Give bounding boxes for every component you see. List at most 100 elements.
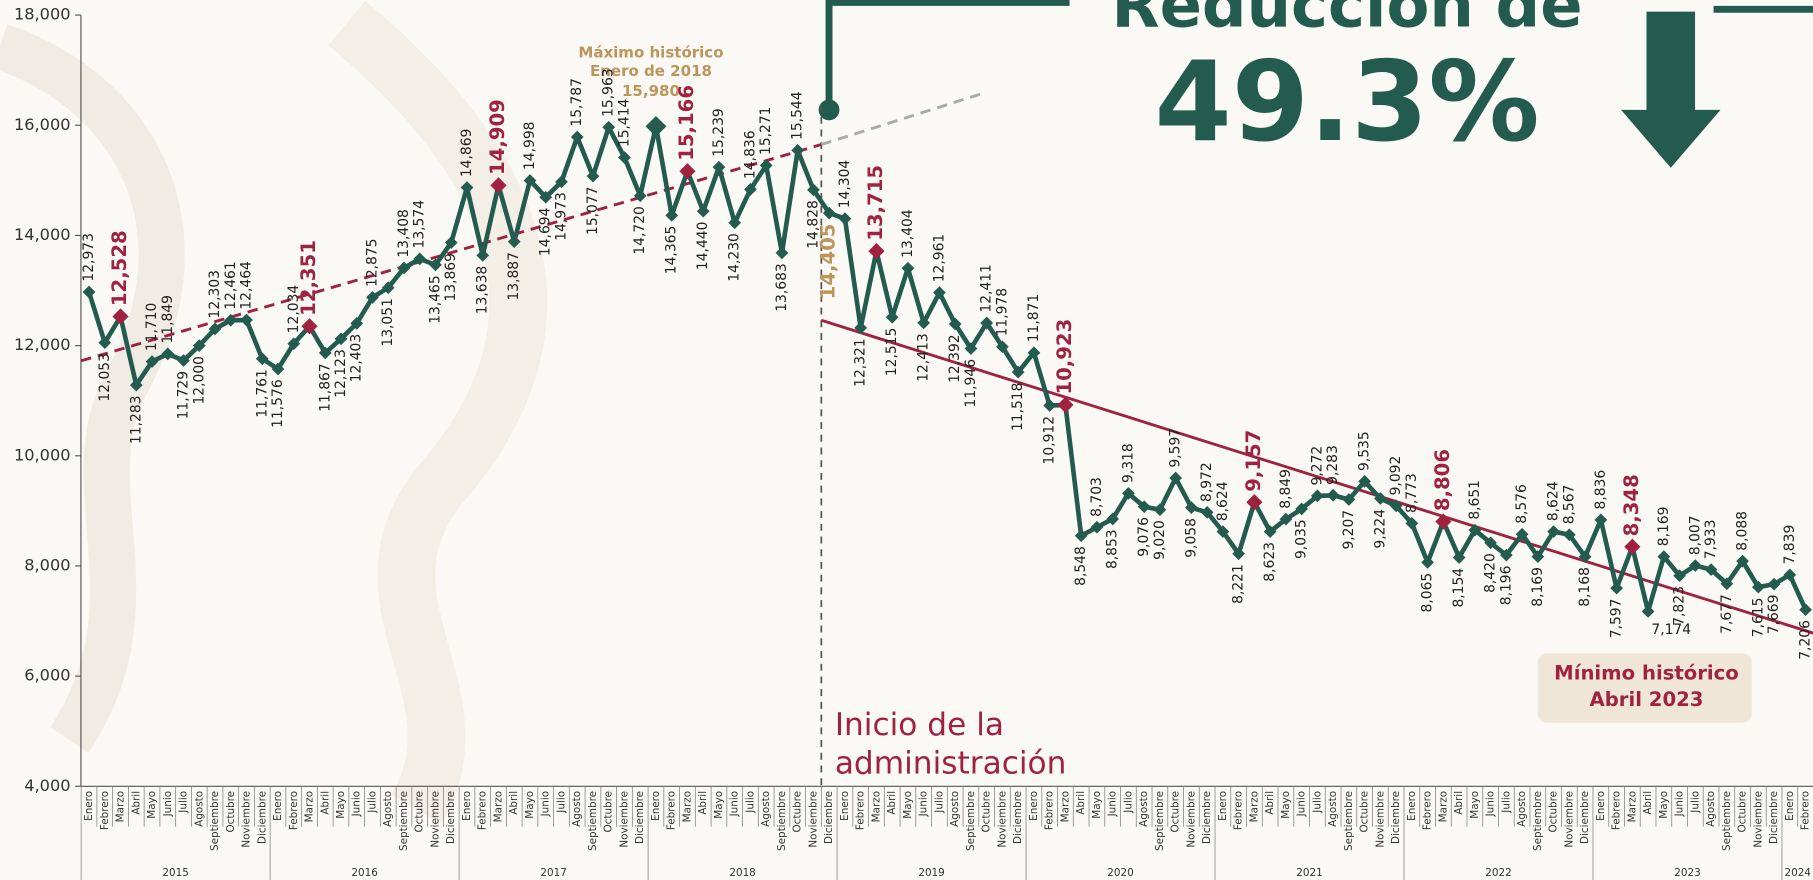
value-label: 11,710: [144, 303, 160, 352]
value-label: 14,720: [632, 206, 648, 255]
value-label: 8,651: [1467, 480, 1483, 520]
min-title: Mínimo histórico: [1554, 662, 1739, 685]
x-tick-label: Septiembre: [587, 791, 599, 851]
x-tick-label: Marzo: [304, 791, 316, 822]
x-tick-label: Mayo: [524, 791, 536, 819]
x-tick-label: Marzo: [1437, 791, 1449, 822]
value-label: 9,058: [1183, 518, 1199, 558]
x-tick-label: Diciembre: [445, 791, 457, 844]
x-tick-label: Julio: [1122, 791, 1134, 814]
start-label: Inicio de la: [835, 707, 1004, 743]
value-label: 11,871: [1026, 294, 1042, 343]
value-label: 9,597: [1168, 428, 1184, 468]
x-tick-label: Mayo: [1469, 791, 1481, 819]
x-tick-label: Enero: [1028, 791, 1040, 821]
value-label: 11,283: [128, 396, 144, 445]
value-label: 13,715: [864, 165, 887, 241]
y-tick-label: 12,000: [14, 335, 71, 354]
value-label: 15,544: [790, 91, 806, 140]
x-tick-label: Septiembre: [398, 791, 410, 851]
x-tick-label: Abril: [130, 791, 142, 815]
x-tick-label: Octubre: [414, 791, 426, 833]
y-tick-label: 6,000: [24, 666, 70, 685]
value-label: 8,168: [1577, 567, 1593, 607]
x-tick-label: Febrero: [1611, 791, 1623, 830]
value-label: 8,221: [1231, 564, 1247, 604]
value-label: 8,420: [1483, 553, 1499, 593]
value-label: 14,694: [538, 207, 554, 256]
value-label: 8,065: [1420, 573, 1436, 613]
x-tick-label: Abril: [886, 791, 898, 815]
year-label: 2020: [1107, 867, 1133, 879]
x-tick-label: Enero: [461, 791, 473, 821]
x-tick-label: Agosto: [760, 791, 772, 827]
value-label: 7,669: [1766, 595, 1782, 635]
value-label: 15,414: [616, 98, 632, 147]
x-tick-label: Mayo: [713, 791, 725, 819]
value-label: 12,303: [207, 270, 223, 319]
value-label: 12,875: [364, 238, 380, 287]
value-label: 12,973: [81, 233, 97, 282]
value-label: 15,787: [569, 78, 585, 127]
value-label: 11,518: [1010, 383, 1026, 432]
value-label: 8,703: [1089, 477, 1105, 517]
x-tick-label: Julio: [178, 791, 190, 814]
value-label: 9,092: [1388, 456, 1404, 496]
x-tick-label: Noviembre: [996, 791, 1008, 848]
x-tick-label: Agosto: [1327, 791, 1339, 827]
x-tick-label: Agosto: [571, 791, 583, 827]
value-label: 15,271: [758, 107, 774, 156]
x-tick-label: Junio: [1674, 791, 1686, 817]
x-tick-label: Junio: [1485, 791, 1497, 817]
x-tick-label: Agosto: [1705, 791, 1717, 827]
year-label: 2019: [918, 867, 944, 879]
x-tick-label: Noviembre: [1185, 791, 1197, 848]
headline-value: 49.3%: [1154, 38, 1539, 167]
x-tick-label: Diciembre: [1012, 791, 1024, 844]
y-tick-label: 4,000: [24, 776, 70, 795]
value-label: 14,909: [486, 99, 509, 175]
x-tick-label: Mayo: [1091, 791, 1103, 819]
x-tick-label: Agosto: [1138, 791, 1150, 827]
value-label: 9,157: [1242, 430, 1265, 492]
value-label: 8,169: [1656, 507, 1672, 547]
x-tick-label: Mayo: [146, 791, 158, 819]
x-tick-label: Noviembre: [807, 791, 819, 848]
x-tick-label: Noviembre: [618, 791, 630, 848]
value-label: 12,515: [884, 328, 900, 377]
value-label: 8,853: [1105, 529, 1121, 569]
x-tick-label: Agosto: [949, 791, 961, 827]
x-tick-label: Julio: [1689, 791, 1701, 814]
value-label: 12,321: [853, 338, 869, 387]
x-tick-label: Octubre: [1737, 791, 1749, 833]
x-tick-label: Diciembre: [1768, 791, 1780, 844]
value-label: 13,887: [506, 252, 522, 301]
value-label: 8,567: [1561, 485, 1577, 525]
x-tick-label: Octubre: [981, 791, 993, 833]
x-tick-label: Abril: [1264, 791, 1276, 815]
value-label: 12,461: [223, 261, 239, 310]
value-label: 12,351: [297, 240, 320, 316]
y-tick-label: 10,000: [14, 445, 71, 464]
x-tick-label: Septiembre: [776, 791, 788, 851]
value-label: 13,574: [412, 200, 428, 249]
value-label: 14,365: [664, 226, 680, 275]
value-label: 11,946: [963, 359, 979, 408]
x-tick-label: Diciembre: [1390, 791, 1402, 844]
value-label: 8,196: [1498, 566, 1514, 606]
value-label: 7,206: [1798, 620, 1813, 660]
value-label: 7,677: [1719, 594, 1735, 634]
value-label: 14,230: [727, 233, 743, 282]
x-tick-label: Febrero: [477, 791, 489, 830]
x-tick-label: Enero: [1595, 791, 1607, 821]
value-label: 7,823: [1672, 586, 1688, 626]
x-tick-label: Febrero: [1422, 791, 1434, 830]
x-tick-label: Noviembre: [1752, 791, 1764, 848]
value-label: 9,076: [1136, 517, 1152, 557]
value-label: 7,615: [1750, 598, 1766, 638]
value-label: 8,576: [1514, 484, 1530, 524]
x-tick-label: Febrero: [288, 791, 300, 830]
value-label: 8,548: [1073, 546, 1089, 586]
x-tick-label: Abril: [1453, 791, 1465, 815]
value-label: 12,528: [108, 230, 131, 306]
